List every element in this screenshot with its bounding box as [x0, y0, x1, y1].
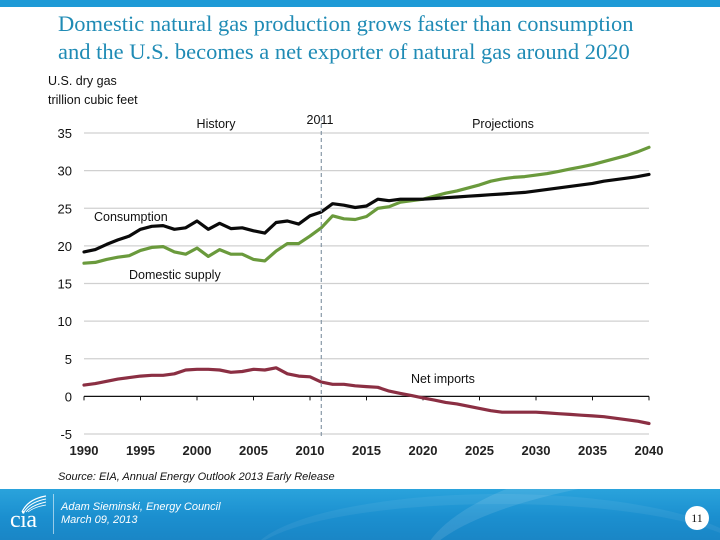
- x-tick-label: 2020: [409, 443, 438, 458]
- series-line-net-imports: [82, 366, 651, 426]
- y-axis-title: U.S. dry gas trillion cubic feet: [48, 72, 138, 110]
- x-tick-label: 2010: [296, 443, 325, 458]
- x-tick-label: 2005: [239, 443, 268, 458]
- footer-divider: [53, 494, 54, 534]
- gridlines: [84, 132, 649, 435]
- source-note: Source: EIA, Annual Energy Outlook 2013 …: [58, 471, 335, 483]
- presenter-name: Adam Sieminski, Energy Council: [61, 501, 221, 513]
- x-tick-label: 2000: [183, 443, 212, 458]
- annotations: 2011 History Projections Consumption Domesti…: [94, 113, 534, 386]
- series-line-domestic-supply: [82, 145, 651, 265]
- eia-logo: cia: [8, 495, 52, 535]
- series-line-consumption: [82, 172, 651, 254]
- series-lines: [82, 145, 651, 426]
- x-tick-label: 2015: [352, 443, 381, 458]
- top-accent-bar: [0, 0, 720, 7]
- y-tick-labels: -5 0 5 10 15 20 25 30 35: [58, 126, 72, 442]
- projections-label: Projections: [472, 117, 534, 131]
- y-axis-title-line-1: U.S. dry gas: [48, 74, 117, 88]
- history-label: History: [197, 117, 237, 131]
- y-tick-label: -5: [60, 427, 72, 442]
- x-tick-label: 2035: [578, 443, 607, 458]
- x-tick-label: 1990: [70, 443, 99, 458]
- x-axis: [83, 395, 650, 401]
- y-tick-label: 25: [58, 201, 72, 216]
- slide-title-line-2: and the U.S. becomes a net exporter of n…: [58, 39, 630, 64]
- page-number: 11: [685, 506, 709, 530]
- domestic-supply-label: Domestic supply: [129, 268, 221, 282]
- x-tick-label: 2040: [635, 443, 664, 458]
- y-tick-label: 5: [65, 352, 72, 367]
- logo-text: cia: [10, 507, 37, 533]
- y-tick-label: 0: [65, 389, 72, 404]
- divider-year-label: 2011: [307, 113, 334, 127]
- slide-title-line-1: Domestic natural gas production grows fa…: [58, 11, 634, 36]
- footer-decoration: [250, 494, 720, 540]
- net-imports-label: Net imports: [411, 372, 475, 386]
- y-tick-label: 15: [58, 277, 72, 292]
- logo-arcs-icon: [21, 495, 47, 513]
- y-tick-label: 35: [58, 126, 72, 141]
- y-axis-title-line-2: trillion cubic feet: [48, 93, 138, 107]
- presentation-date: March 09, 2013: [61, 514, 138, 526]
- x-tick-label: 2030: [522, 443, 551, 458]
- x-tick-label: 2025: [465, 443, 494, 458]
- y-tick-label: 10: [58, 314, 72, 329]
- presenter-info: Adam Sieminski, Energy Council March 09,…: [61, 501, 221, 527]
- y-tick-label: 30: [58, 164, 72, 179]
- consumption-label: Consumption: [94, 210, 168, 224]
- y-tick-label: 20: [58, 239, 72, 254]
- x-tick-labels: 1990 1995 2000 2005 2010 2015 2020 2025 2030 2035…: [70, 443, 664, 458]
- footer-bar: cia Adam Sieminski, Energy Council March…: [0, 489, 720, 540]
- slide-title: Domestic natural gas production grows fa…: [58, 10, 708, 66]
- x-tick-label: 1995: [126, 443, 155, 458]
